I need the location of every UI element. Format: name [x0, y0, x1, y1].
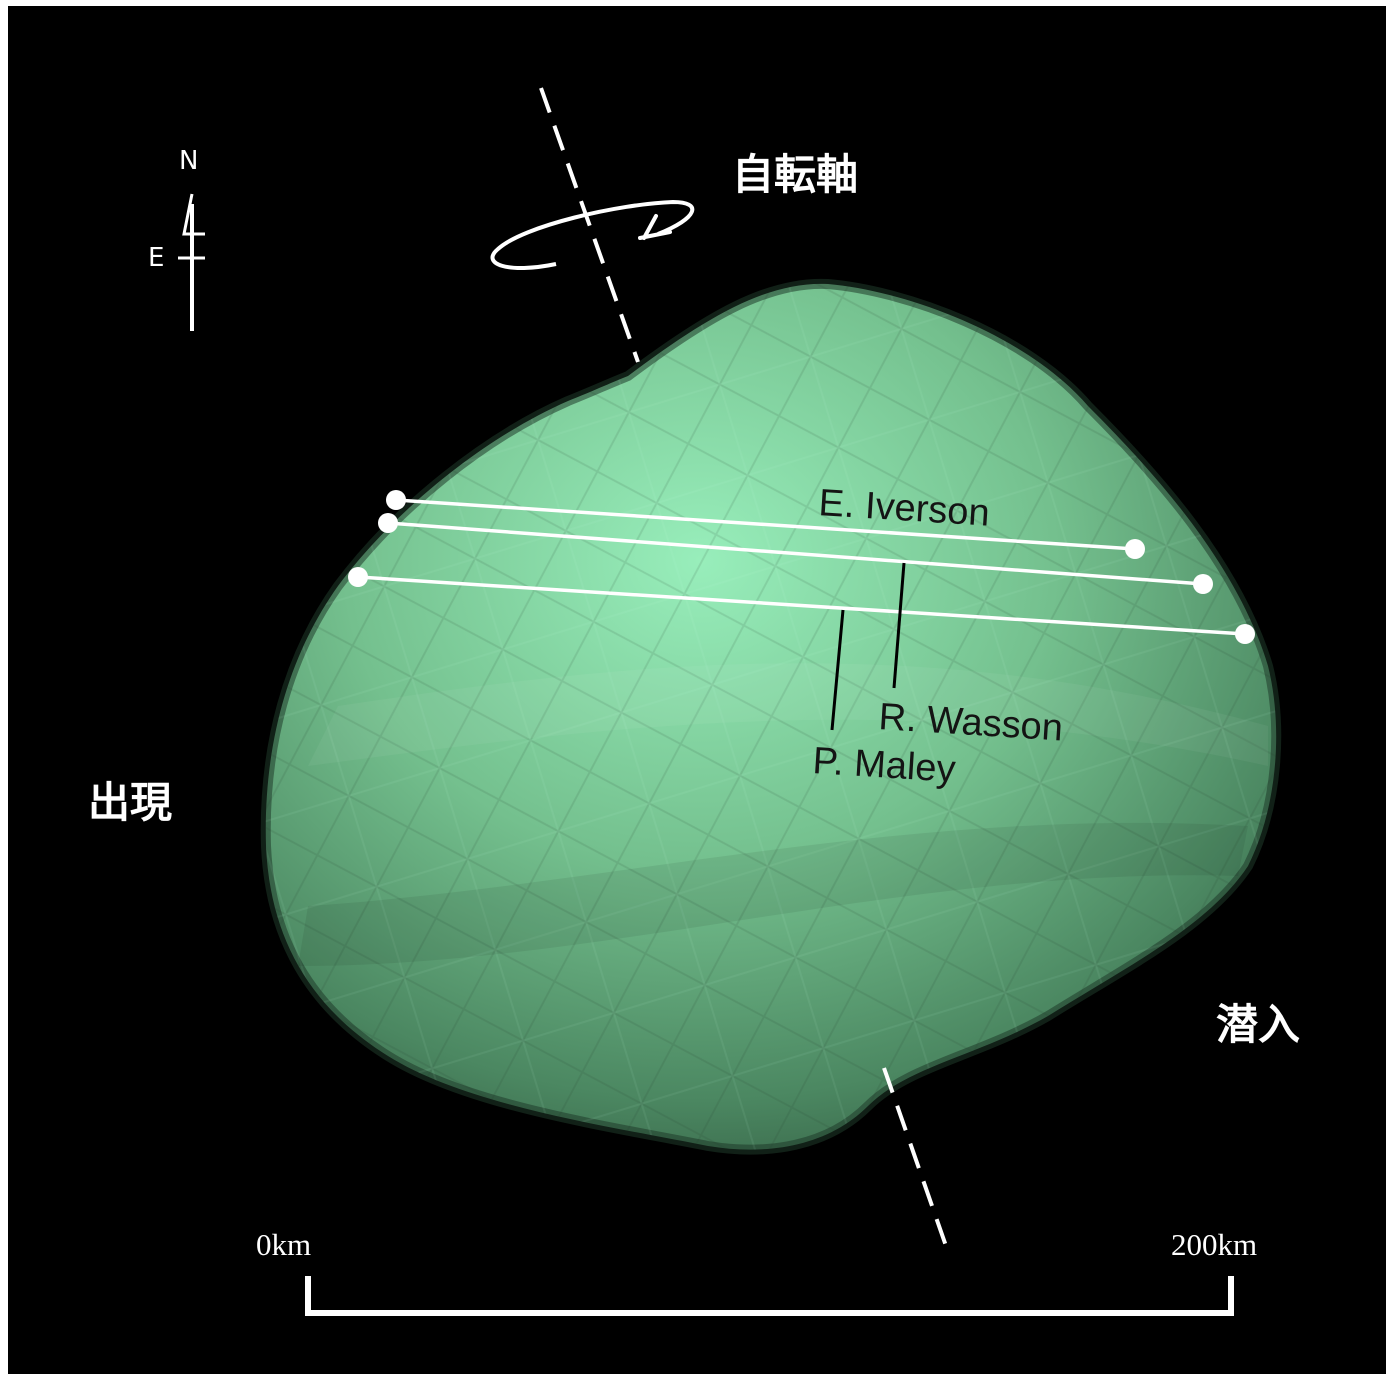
chord-maley — [357, 575, 1246, 636]
scale-bar-end-label: 200km — [1171, 1227, 1258, 1262]
occultation-figure: 自転軸 出現 潜入 N E E. Iverson R. Wasson P. Ma… — [8, 6, 1386, 1374]
compass — [178, 193, 205, 331]
scale-bar-start-label: 0km — [256, 1227, 312, 1262]
leader-maley — [830, 609, 845, 731]
rotation-axis — [539, 87, 948, 1247]
observer-leader-lines — [830, 562, 906, 731]
chord-wasson — [387, 521, 1204, 586]
scale-bar — [305, 1276, 1234, 1316]
asteroid-shading-band — [308, 663, 1268, 766]
occultation-chords — [348, 490, 1255, 644]
compass-north-label: N — [179, 146, 199, 176]
appearance-label: 出現 — [88, 778, 173, 827]
compass-east-label: E — [148, 243, 165, 273]
chord-iverson-start-point — [386, 490, 406, 510]
asteroid-shape — [260, 278, 1282, 1155]
rotation-axis-north-segment — [539, 87, 640, 363]
leader-wasson — [892, 562, 906, 689]
rotation-arrowhead-icon — [638, 214, 672, 240]
rotation-axis-south-segment — [882, 1067, 948, 1247]
scale-bar-line — [305, 1276, 1234, 1316]
chord-iverson-end-point — [1125, 539, 1145, 559]
observer-label-iverson: E. Iverson — [817, 482, 991, 535]
figure-canvas — [178, 87, 1282, 1316]
rotation-arrow — [490, 199, 695, 271]
asteroid-facet-texture — [265, 283, 1277, 1150]
disappearance-label: 潜入 — [1216, 1000, 1301, 1049]
compass-arrow-icon — [182, 193, 205, 236]
chord-wasson-end-point — [1193, 574, 1213, 594]
chord-maley-start-point — [348, 567, 368, 587]
observer-label-maley: P. Maley — [811, 740, 957, 791]
chord-maley-end-point — [1235, 624, 1255, 644]
chord-iverson — [395, 498, 1136, 551]
rotation-axis-label: 自転軸 — [732, 150, 859, 199]
chord-wasson-start-point — [378, 513, 398, 533]
asteroid-shadow-band — [298, 822, 1248, 966]
